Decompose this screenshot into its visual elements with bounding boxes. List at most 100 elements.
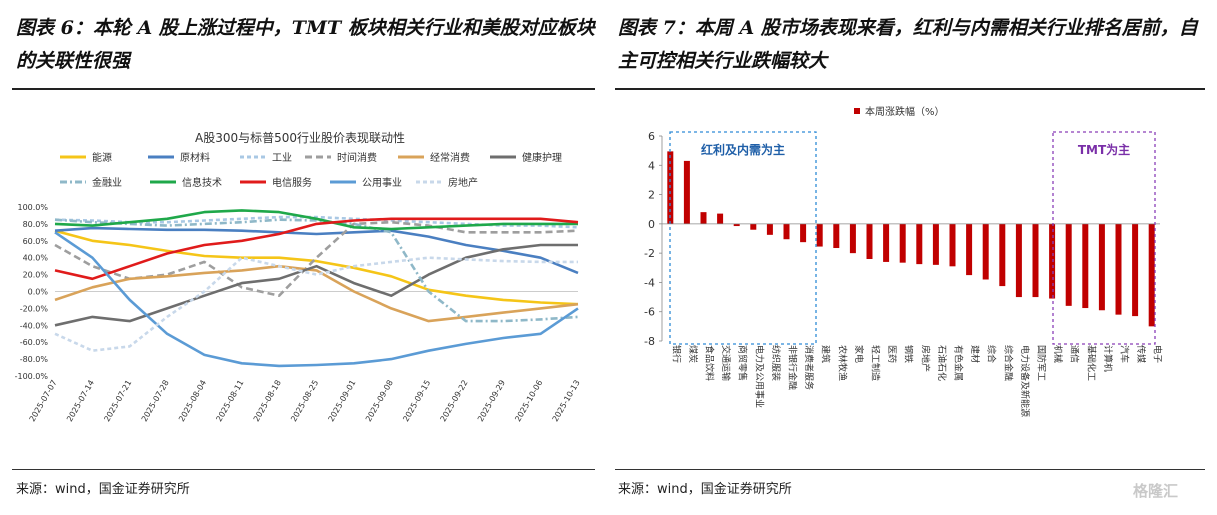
x-tick-label: 2025-09-29 (476, 379, 507, 424)
category-label: 纺织服装 (770, 345, 782, 381)
category-label: 汽车 (1119, 345, 1131, 363)
series-line (54, 243, 578, 327)
category-label: 农林牧渔 (836, 345, 848, 381)
left-figure-title: 图表 6：本轮 A 股上涨过程中，TMT 板块相关行业和美股对应板块的关联性很强 (16, 17, 595, 72)
bar (1049, 223, 1056, 299)
y-tick-label: 0 (648, 218, 655, 231)
category-label: 基础化工 (1085, 345, 1097, 381)
bar (916, 223, 923, 265)
y-tick-label: 0.0% (28, 288, 49, 297)
bar (883, 223, 890, 262)
annotation-label-tmt: TMT为主 (1078, 142, 1130, 157)
right-source-rule (615, 469, 1205, 470)
line-chart-title: A股300与标普500行业股价表现联动性 (195, 131, 405, 145)
category-label: 电子 (1152, 345, 1164, 363)
legend-label: 工业 (272, 152, 292, 164)
category-label: 银行 (670, 345, 682, 363)
bar (783, 223, 790, 240)
legend-label: 时间消费 (337, 151, 377, 164)
category-label: 国防军工 (1036, 345, 1048, 381)
y-tick-label: -40.0% (20, 321, 49, 330)
category-label: 家电 (853, 345, 865, 363)
y-tick-label: 100.0% (17, 203, 48, 212)
x-tick-label: 2025-09-01 (327, 379, 358, 424)
bar (1115, 223, 1122, 315)
bar (683, 160, 690, 224)
legend-label: 房地产 (448, 176, 478, 189)
y-tick-label: -6 (644, 306, 655, 319)
bar (700, 212, 707, 224)
y-tick-label: 4 (648, 159, 655, 172)
x-tick-label: 2025-07-07 (28, 379, 59, 424)
bar (1132, 223, 1139, 317)
left-source: 来源：wind，国金证券研究所 (16, 482, 190, 497)
category-label: 非银行金融 (787, 345, 799, 390)
bar (717, 213, 724, 224)
bar (866, 223, 873, 259)
y-tick-label: -4 (644, 276, 655, 289)
legend-label: 金融业 (92, 176, 122, 189)
watermark-logo: 格隆汇 (1133, 482, 1179, 500)
legend-label: 电信服务 (272, 176, 312, 189)
category-label: 通信 (1069, 345, 1081, 363)
bar (816, 223, 823, 247)
x-tick-label: 2025-09-15 (401, 379, 432, 424)
series-line (54, 218, 579, 323)
bar (999, 223, 1006, 287)
series-line (54, 264, 579, 323)
y-tick-label: 80.0% (23, 220, 49, 229)
series-line (54, 217, 579, 281)
y-tick-label: 60.0% (23, 237, 49, 246)
annotation-box-dividend (669, 131, 817, 345)
category-label: 建材 (969, 345, 981, 363)
bar (750, 223, 757, 230)
bar-chart: 本周涨跌幅（%） 6 4 2 0 -2 -4 -6 -8 银行 煤炭 食品饮料 交通运输 商贸零售 电力及公… (644, 105, 1164, 417)
bar (1148, 223, 1155, 327)
bar (800, 223, 807, 243)
annotation-box-tmt (1052, 131, 1156, 345)
legend-label: 原材料 (180, 151, 210, 164)
x-tick-label: 2025-08-11 (214, 379, 245, 424)
series-line (54, 231, 579, 368)
y-tick-label: -8 (644, 335, 655, 348)
x-tick-label: 2025-08-25 (289, 379, 320, 424)
category-label: 建筑 (820, 345, 832, 363)
bar (949, 223, 956, 267)
category-label: 医药 (886, 345, 897, 363)
bar (1082, 223, 1089, 309)
x-tick-label: 2025-07-14 (65, 379, 96, 424)
x-tick-label: 2025-10-13 (551, 379, 582, 424)
right-source: 来源：wind，国金证券研究所 (618, 482, 792, 497)
bar (1098, 223, 1105, 311)
category-label: 轻工制造 (870, 345, 882, 381)
category-label: 综合 (986, 345, 998, 363)
bar (932, 223, 939, 265)
category-label: 电力设备及新能源 (1019, 345, 1031, 417)
y-tick-label: -20.0% (20, 304, 49, 313)
legend-label: 健康护理 (522, 151, 562, 164)
category-label: 电力及公用事业 (753, 345, 765, 408)
bar (899, 223, 906, 263)
category-label: 综合金融 (1002, 345, 1014, 381)
category-label: 传媒 (1135, 345, 1147, 363)
x-tick-label: 2025-07-28 (140, 379, 171, 424)
bar (733, 223, 740, 227)
bar (766, 223, 773, 235)
y-tick-label: 6 (648, 130, 655, 143)
bar (1065, 223, 1072, 306)
category-label: 机械 (1052, 345, 1064, 363)
x-tick-label: 2025-08-18 (252, 379, 283, 424)
bar (1015, 223, 1022, 298)
category-label: 房地产 (919, 345, 931, 372)
legend-label: 本周涨跌幅（%） (865, 105, 945, 118)
legend-label: 经常消费 (430, 151, 470, 164)
y-tick-label: -2 (644, 247, 655, 260)
category-label: 商贸零售 (737, 345, 749, 381)
y-tick-label: -80.0% (20, 355, 49, 364)
right-title-rule (615, 88, 1205, 90)
category-label: 钢铁 (903, 345, 915, 363)
bar (982, 223, 989, 280)
legend-swatch (854, 108, 860, 114)
series-line (54, 209, 578, 231)
